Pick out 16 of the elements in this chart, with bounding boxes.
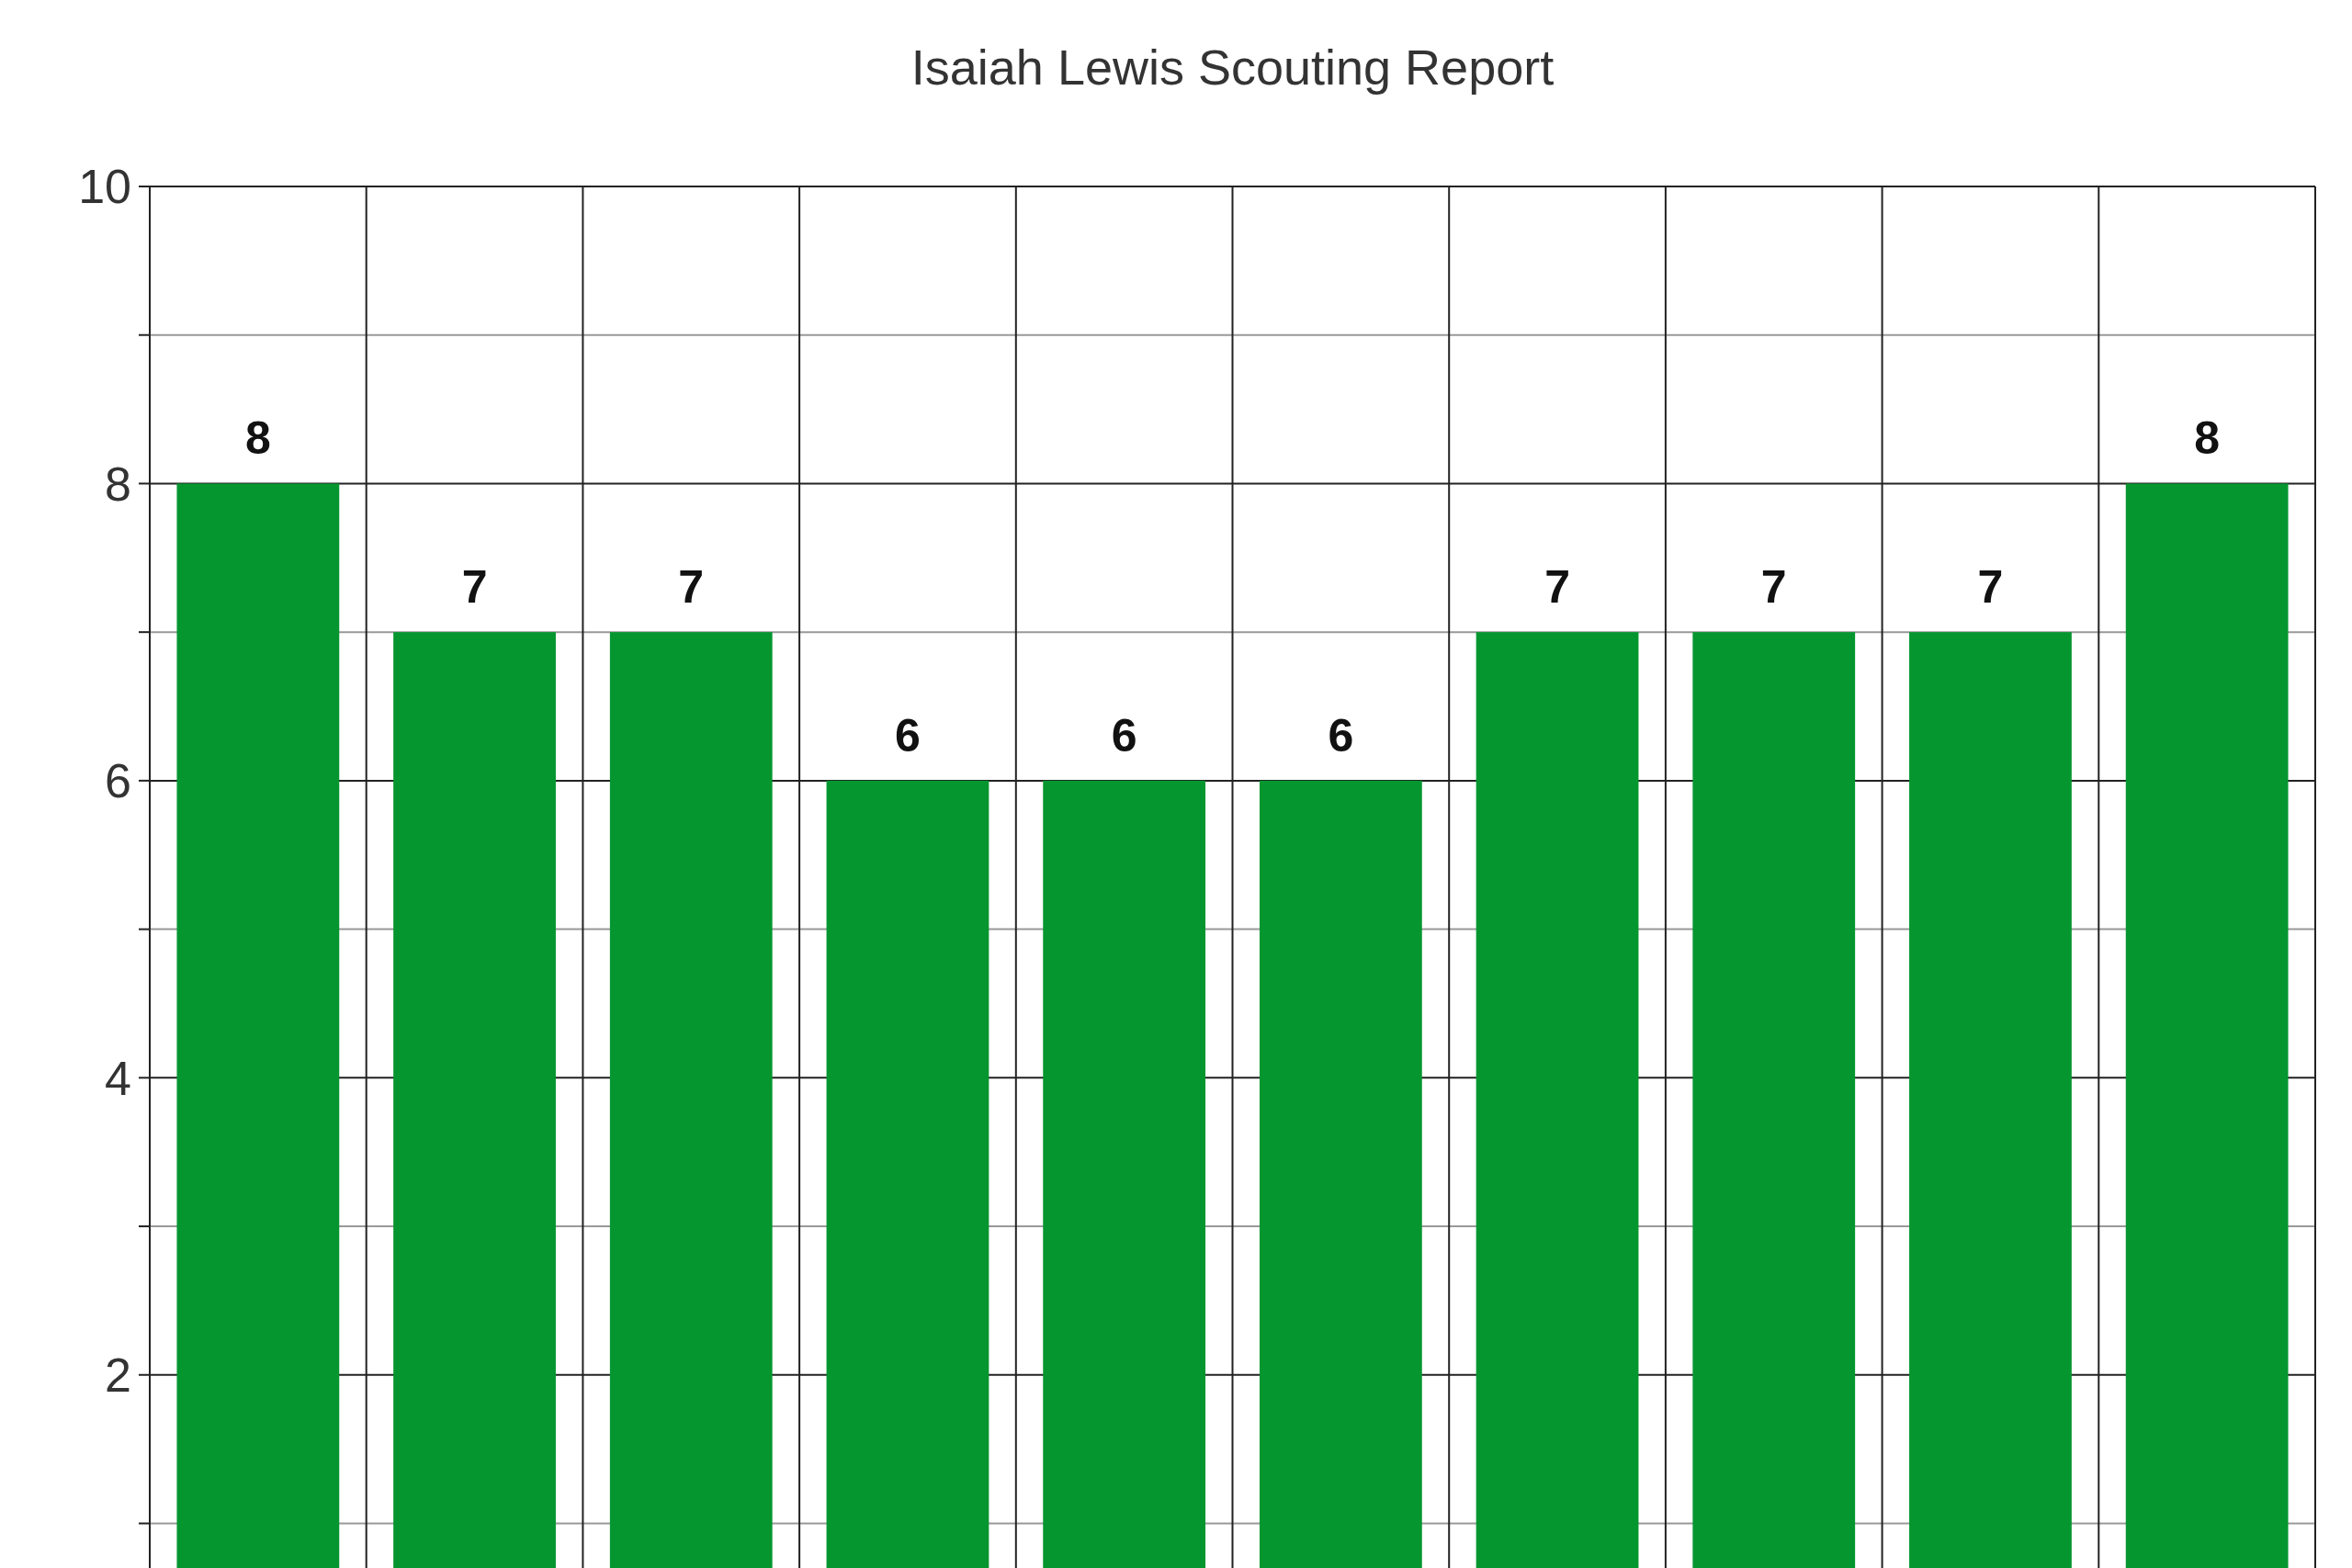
y-tick-label: 6 — [105, 754, 131, 808]
data-label: 7 — [1544, 561, 1570, 614]
data-label: 8 — [2194, 412, 2221, 465]
chart-title: Isaiah Lewis Scouting Report — [910, 39, 1555, 95]
data-label: 7 — [1977, 561, 2004, 614]
data-label: 7 — [1760, 561, 1787, 614]
y-tick-label: 8 — [105, 457, 131, 511]
data-label: 7 — [461, 561, 488, 614]
data-label: 7 — [678, 561, 705, 614]
data-label: 6 — [1111, 709, 1137, 761]
y-tick-label: 2 — [105, 1348, 131, 1402]
y-tick-label: 10 — [78, 160, 131, 214]
data-label: 6 — [895, 709, 921, 761]
y-tick-label: 4 — [105, 1051, 131, 1105]
data-label: 6 — [1328, 709, 1354, 761]
data-label: 8 — [244, 412, 271, 465]
